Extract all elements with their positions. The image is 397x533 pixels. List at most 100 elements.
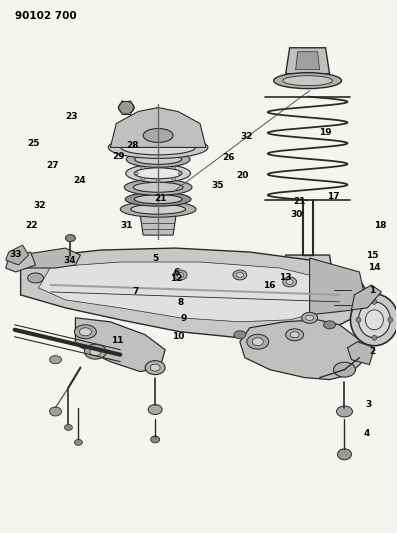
Text: 14: 14	[368, 263, 381, 272]
Text: 24: 24	[73, 176, 86, 185]
Ellipse shape	[156, 180, 160, 183]
Ellipse shape	[118, 102, 134, 114]
Text: 23: 23	[65, 112, 77, 121]
Ellipse shape	[74, 439, 83, 446]
Text: 7: 7	[133, 287, 139, 296]
Ellipse shape	[247, 334, 269, 349]
Polygon shape	[6, 245, 29, 265]
Ellipse shape	[365, 310, 384, 330]
Ellipse shape	[177, 272, 183, 278]
Text: 21: 21	[155, 194, 167, 203]
Polygon shape	[351, 285, 382, 310]
Ellipse shape	[294, 346, 322, 354]
Ellipse shape	[283, 76, 333, 86]
Ellipse shape	[357, 287, 365, 293]
Text: 28: 28	[126, 141, 138, 150]
Polygon shape	[21, 248, 81, 268]
Ellipse shape	[178, 172, 182, 175]
Text: 5: 5	[152, 254, 158, 263]
Ellipse shape	[358, 302, 390, 338]
Polygon shape	[21, 248, 369, 338]
Ellipse shape	[351, 294, 397, 346]
Ellipse shape	[66, 235, 75, 241]
Text: 12: 12	[170, 273, 182, 282]
Text: 33: 33	[10, 251, 22, 260]
Text: 9: 9	[181, 314, 187, 323]
Text: 13: 13	[279, 272, 292, 281]
Ellipse shape	[290, 332, 299, 338]
Ellipse shape	[349, 286, 365, 294]
Ellipse shape	[357, 302, 365, 308]
Ellipse shape	[306, 316, 314, 320]
Text: 34: 34	[64, 256, 76, 264]
Polygon shape	[347, 342, 374, 365]
Ellipse shape	[120, 201, 196, 217]
Ellipse shape	[121, 140, 195, 155]
Ellipse shape	[286, 279, 293, 285]
Ellipse shape	[356, 317, 361, 322]
Ellipse shape	[156, 164, 160, 167]
Ellipse shape	[274, 72, 341, 88]
Ellipse shape	[337, 449, 351, 460]
Ellipse shape	[236, 272, 243, 278]
Ellipse shape	[134, 168, 182, 179]
Polygon shape	[296, 52, 320, 70]
Text: 6: 6	[173, 269, 180, 277]
Text: 30: 30	[291, 210, 303, 219]
Ellipse shape	[28, 273, 44, 283]
Polygon shape	[240, 320, 364, 379]
Text: 3: 3	[366, 400, 372, 409]
Ellipse shape	[265, 327, 274, 333]
Ellipse shape	[151, 436, 160, 443]
Ellipse shape	[388, 317, 393, 322]
Ellipse shape	[124, 179, 192, 195]
Ellipse shape	[150, 364, 160, 371]
Ellipse shape	[74, 325, 96, 339]
Ellipse shape	[143, 128, 173, 142]
Ellipse shape	[50, 356, 62, 364]
Polygon shape	[110, 108, 206, 148]
Ellipse shape	[90, 348, 101, 356]
Ellipse shape	[252, 338, 263, 346]
Ellipse shape	[286, 329, 304, 341]
Ellipse shape	[265, 315, 274, 321]
Ellipse shape	[133, 182, 183, 192]
Ellipse shape	[372, 335, 377, 340]
Ellipse shape	[337, 406, 353, 417]
Polygon shape	[288, 280, 328, 315]
Ellipse shape	[141, 177, 145, 181]
Ellipse shape	[108, 136, 208, 158]
Text: 26: 26	[222, 153, 234, 162]
Ellipse shape	[349, 301, 365, 309]
Ellipse shape	[135, 155, 181, 164]
Polygon shape	[286, 48, 330, 74]
Text: 90102 700: 90102 700	[15, 11, 76, 21]
Text: 27: 27	[46, 161, 58, 170]
Text: 21: 21	[293, 197, 306, 206]
Ellipse shape	[131, 204, 185, 214]
Ellipse shape	[145, 361, 165, 375]
Ellipse shape	[302, 312, 318, 324]
Text: 17: 17	[327, 192, 339, 201]
Ellipse shape	[324, 321, 335, 329]
Ellipse shape	[126, 164, 191, 182]
Ellipse shape	[85, 344, 106, 359]
Polygon shape	[39, 262, 345, 322]
Ellipse shape	[265, 302, 274, 308]
Text: 15: 15	[366, 252, 379, 261]
Text: 16: 16	[264, 280, 276, 289]
Ellipse shape	[172, 177, 175, 181]
Ellipse shape	[172, 166, 175, 169]
Polygon shape	[294, 315, 322, 350]
Ellipse shape	[234, 331, 246, 339]
Ellipse shape	[134, 195, 182, 204]
Ellipse shape	[79, 328, 91, 336]
Ellipse shape	[173, 270, 187, 280]
Polygon shape	[282, 255, 333, 280]
Text: 22: 22	[25, 221, 38, 230]
Ellipse shape	[134, 172, 138, 175]
Ellipse shape	[233, 270, 247, 280]
Polygon shape	[262, 292, 278, 335]
Text: 4: 4	[363, 429, 370, 438]
Polygon shape	[140, 215, 176, 235]
